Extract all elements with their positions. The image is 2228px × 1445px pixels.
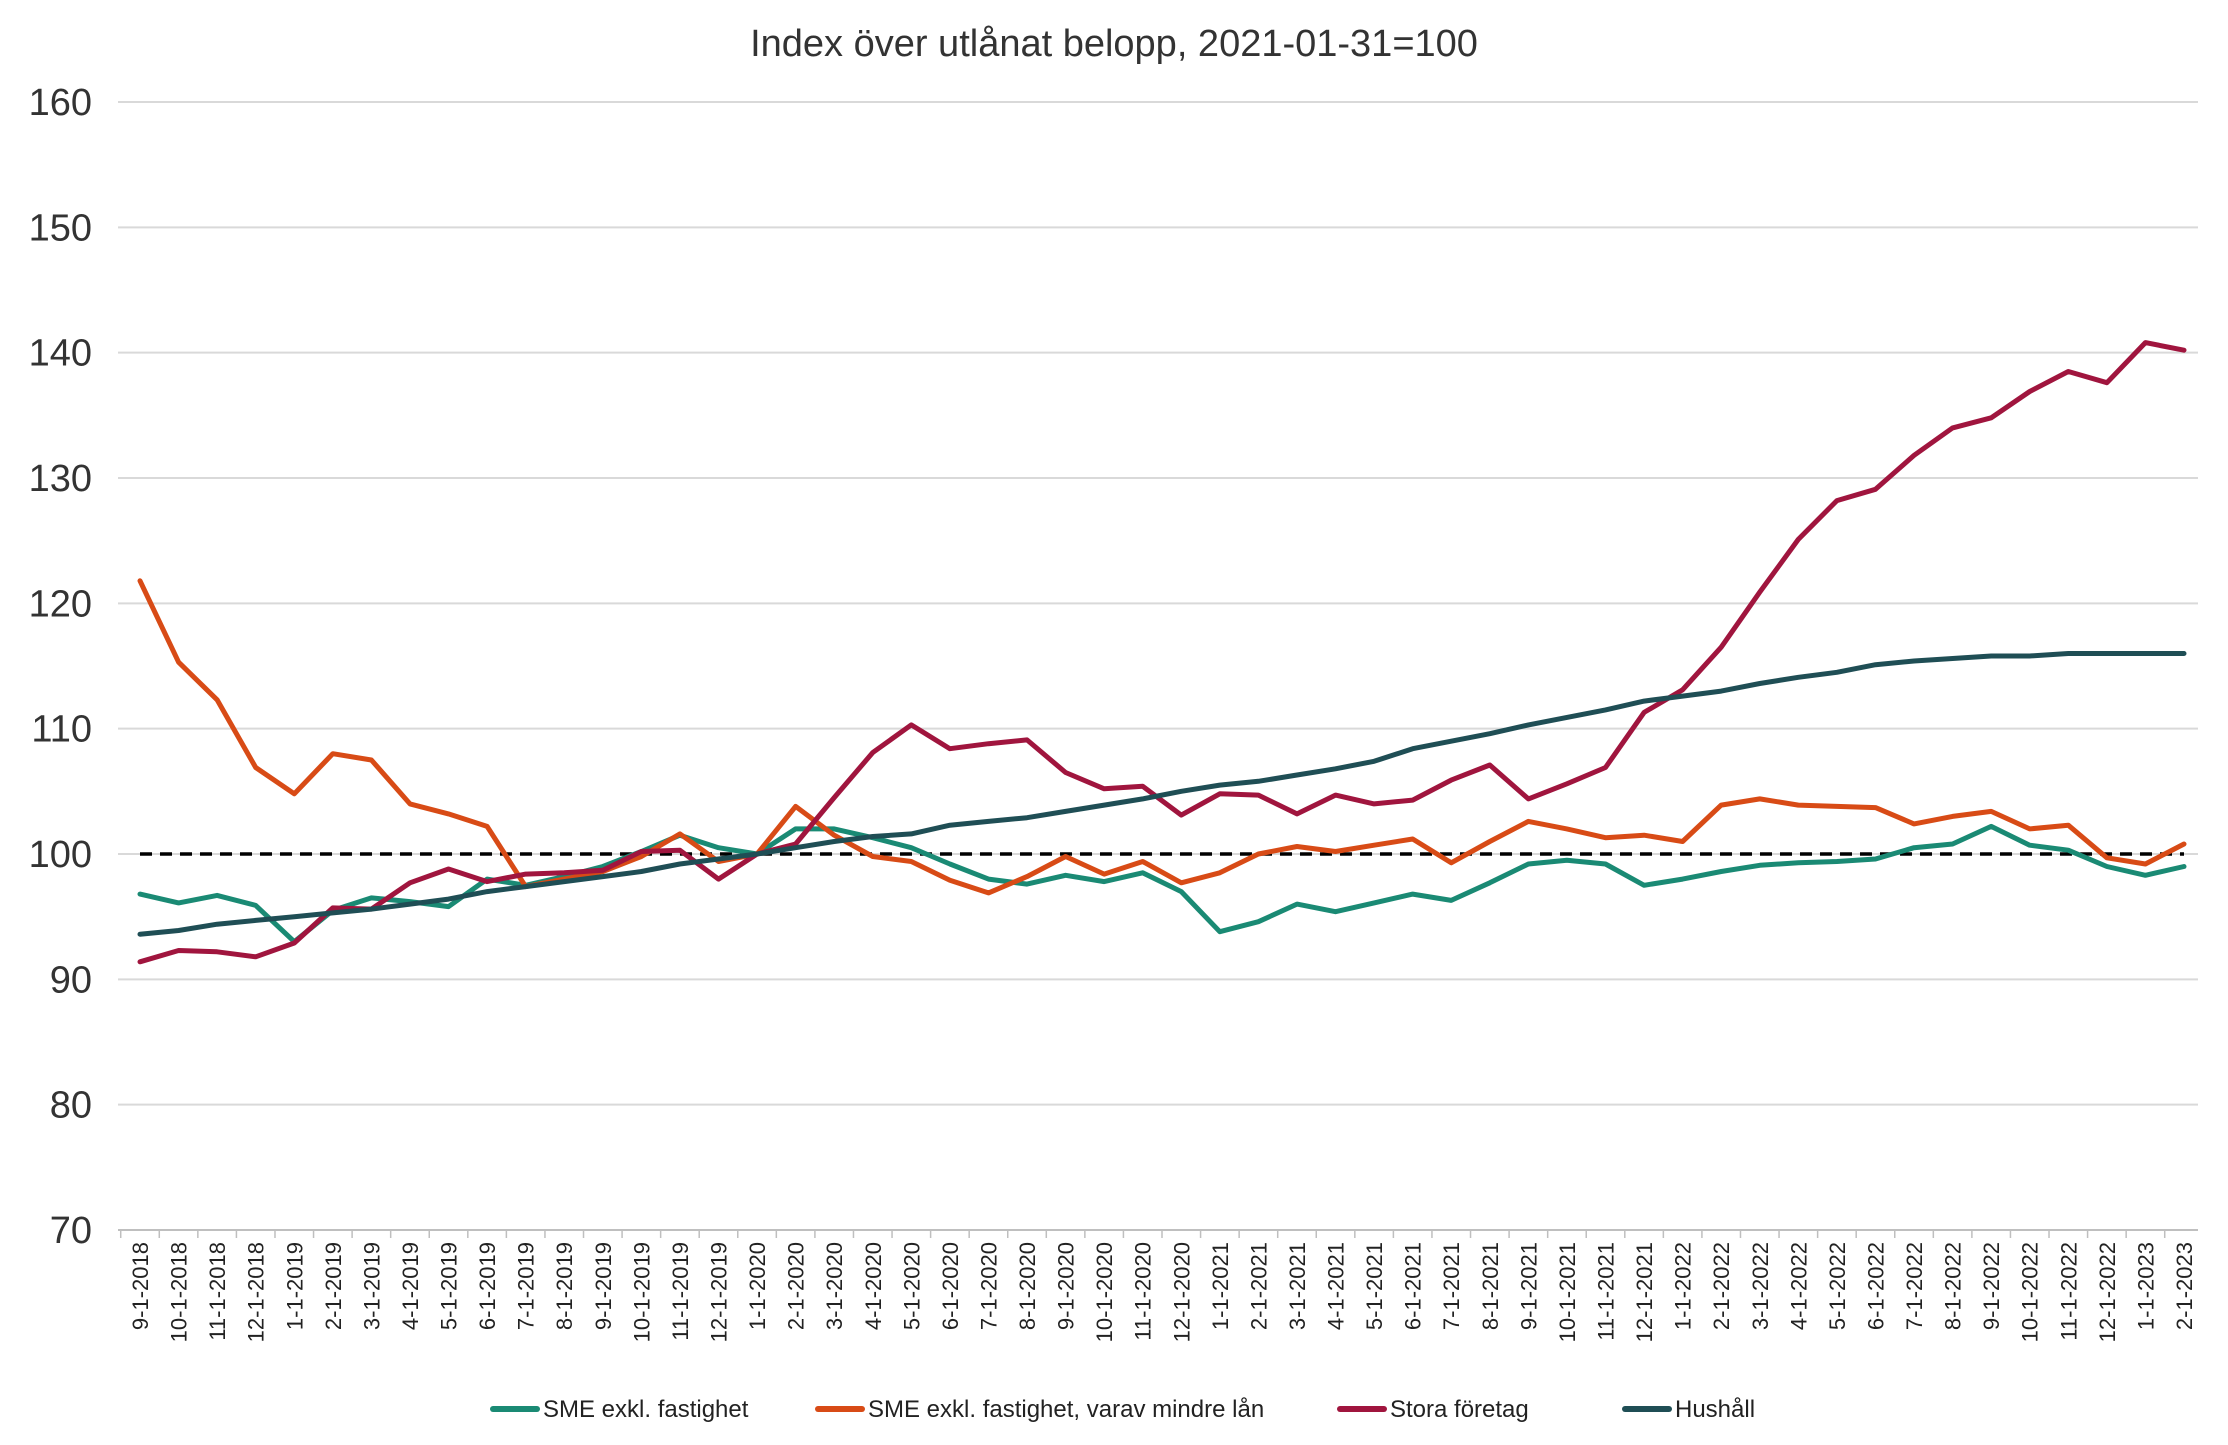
x-tick-label: 11-1-2019 [668, 1242, 693, 1341]
legend-label: SME exkl. fastighet [543, 1396, 749, 1423]
x-tick-label: 12-1-2020 [1169, 1242, 1194, 1342]
x-tick-label: 4-1-2020 [861, 1242, 886, 1330]
x-tick-label: 11-1-2022 [2056, 1242, 2081, 1341]
legend-item: SME exkl. fastighet, varav mindre lån [815, 1396, 1264, 1423]
x-tick-label: 5-1-2020 [899, 1242, 924, 1330]
x-tick-label: 7-1-2019 [514, 1242, 539, 1330]
legend-item: SME exkl. fastighet [490, 1396, 749, 1423]
x-tick-label: 6-1-2019 [475, 1242, 500, 1330]
y-tick-label: 100 [29, 834, 92, 876]
x-tick-label: 8-1-2022 [1941, 1242, 1966, 1330]
x-tick-label: 7-1-2021 [1439, 1242, 1464, 1330]
legend: SME exkl. fastighet SME exkl. fastighet, … [490, 1396, 1755, 1423]
x-tick-label: 7-1-2022 [1902, 1242, 1927, 1330]
x-tick-label: 6-1-2020 [938, 1242, 963, 1330]
legend-label: Hushåll [1675, 1396, 1755, 1423]
x-tick-label: 6-1-2022 [1863, 1242, 1888, 1330]
x-tick-label: 1-1-2022 [1671, 1242, 1696, 1330]
x-tick-label: 5-1-2019 [437, 1242, 462, 1330]
x-tick-label: 1-1-2021 [1208, 1242, 1233, 1330]
y-tick-label: 130 [29, 458, 92, 500]
x-tick-label: 3-1-2019 [359, 1242, 384, 1330]
x-tick-label: 9-1-2021 [1516, 1242, 1541, 1330]
x-tick-label: 8-1-2021 [1478, 1242, 1503, 1330]
x-tick-label: 12-1-2022 [2095, 1242, 2120, 1342]
x-tick-label: 1-1-2023 [2133, 1242, 2158, 1330]
x-tick-label: 12-1-2018 [244, 1242, 269, 1342]
y-tick-label: 150 [29, 207, 92, 249]
chart-title: Index över utlånat belopp, 2021-01-31=10… [750, 23, 1478, 65]
x-tick-label: 9-1-2018 [128, 1242, 153, 1330]
x-tick-label: 3-1-2020 [822, 1242, 847, 1330]
x-tick-label: 10-1-2022 [2018, 1242, 2043, 1342]
x-tick-label: 2-1-2019 [321, 1242, 346, 1330]
x-tick-label: 1-1-2019 [282, 1242, 307, 1330]
x-tick-label: 12-1-2021 [1632, 1242, 1657, 1342]
series-line-4 [137, 651, 2187, 937]
legend-label: Stora företag [1390, 1396, 1529, 1423]
y-tick-label: 80 [50, 1085, 92, 1127]
x-tick-label: 11-1-2020 [1131, 1242, 1156, 1341]
x-tick-label: 4-1-2022 [1786, 1242, 1811, 1330]
x-tick-label: 4-1-2019 [398, 1242, 423, 1330]
x-tick-label: 2-1-2021 [1246, 1242, 1271, 1330]
x-tick-label: 5-1-2022 [1825, 1242, 1850, 1330]
x-tick-label: 9-1-2020 [1054, 1242, 1079, 1330]
series-line-3 [137, 340, 2187, 965]
x-tick-label: 12-1-2019 [706, 1242, 731, 1342]
x-tick-label: 6-1-2021 [1401, 1242, 1426, 1330]
x-tick-label: 11-1-2021 [1594, 1242, 1619, 1341]
x-tick-label: 10-1-2020 [1092, 1242, 1117, 1342]
x-tick-label: 2-1-2022 [1709, 1242, 1734, 1330]
series-line-1 [137, 823, 2187, 945]
x-tick-label: 3-1-2022 [1748, 1242, 1773, 1330]
y-axis: 70 80 90 100 110 120 130 140 150 160 [29, 82, 92, 1252]
x-tick-label: 9-1-2022 [1979, 1242, 2004, 1330]
x-tick-label: 4-1-2021 [1324, 1242, 1349, 1330]
legend-item: Hushåll [1622, 1396, 1755, 1423]
y-tick-label: 70 [50, 1210, 92, 1252]
x-tick-label: 7-1-2020 [976, 1242, 1001, 1330]
y-tick-label: 120 [29, 583, 92, 625]
series-line-2 [137, 578, 2187, 896]
x-tick-label: 10-1-2019 [629, 1242, 654, 1342]
x-tick-label: 11-1-2018 [205, 1242, 230, 1341]
x-tick-label: 8-1-2020 [1015, 1242, 1040, 1330]
x-tick-label: 10-1-2021 [1555, 1242, 1580, 1342]
x-tick-label: 5-1-2021 [1362, 1242, 1387, 1330]
x-tick-label: 8-1-2019 [552, 1242, 577, 1330]
y-tick-label: 90 [50, 959, 92, 1001]
x-tick-label: 10-1-2018 [167, 1242, 192, 1342]
x-tick-label: 2-1-2020 [784, 1242, 809, 1330]
legend-item: Stora företag [1337, 1396, 1529, 1423]
legend-label: SME exkl. fastighet, varav mindre lån [868, 1396, 1264, 1423]
x-tick-label: 2-1-2023 [2172, 1242, 2197, 1330]
series-lines [137, 340, 2187, 965]
x-tick-label: 3-1-2021 [1285, 1242, 1310, 1330]
x-tick-label: 9-1-2019 [591, 1242, 616, 1330]
y-tick-label: 140 [29, 333, 92, 375]
x-axis: 9-1-2018 10-1-2018 11-1-2018 12-1-2018 1-1-2… [119, 1230, 2197, 1342]
y-tick-label: 160 [29, 82, 92, 124]
y-tick-label: 110 [31, 709, 92, 751]
x-tick-label: 1-1-2020 [745, 1242, 770, 1330]
